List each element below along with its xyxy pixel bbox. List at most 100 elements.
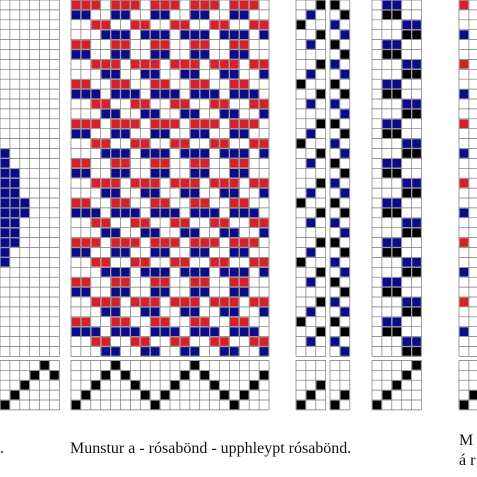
threading-grid-left [0, 360, 60, 411]
pattern-cell-black [340, 10, 350, 20]
pattern-cell-blue [160, 50, 170, 59]
pattern-cell-black [296, 198, 306, 208]
pattern-cell-blue [150, 149, 160, 158]
pattern-cell-blue [330, 258, 340, 267]
pattern-cell-blue [190, 149, 200, 158]
pattern-cell-blue [220, 347, 229, 356]
pattern-cell-red [220, 337, 229, 346]
pattern-cell-blue [160, 168, 170, 178]
threading-cell-black [140, 390, 150, 400]
pattern-cell-red [71, 119, 81, 129]
pattern-cell-blue [220, 30, 229, 39]
pattern-cell-blue [382, 198, 392, 208]
pattern-cell-black [330, 79, 340, 89]
pattern-cell-red [259, 258, 269, 267]
pattern-cell-blue [150, 50, 160, 59]
threading-cell-black [190, 361, 200, 370]
pattern-cell-blue [459, 327, 469, 336]
pattern-cell-black [316, 0, 326, 10]
threading-cell-black [372, 400, 382, 410]
pattern-cell-red [81, 0, 91, 10]
pattern-cell-red [71, 238, 81, 247]
pattern-cell-black [316, 297, 326, 307]
pattern-cell-black [412, 267, 421, 277]
pattern-cell-blue [180, 188, 190, 198]
pattern-cell-blue [259, 228, 269, 237]
pattern-cell-blue [160, 208, 170, 218]
threading-cell-black [259, 370, 269, 380]
pattern-cell-blue [259, 149, 269, 158]
pattern-cell-red [220, 99, 229, 109]
pattern-cell-blue [10, 238, 20, 247]
pattern-cell-red [210, 337, 219, 346]
pattern-cell-blue [230, 228, 239, 237]
pattern-cell-red [101, 178, 110, 188]
pattern-cell-blue [392, 317, 402, 327]
pattern-cell-red [259, 218, 269, 228]
pattern-cell-blue [330, 20, 340, 30]
pattern-cell-black [412, 149, 421, 158]
pattern-cell-blue [0, 198, 10, 208]
pattern-cell-red [140, 60, 150, 69]
pattern-cell-red [81, 40, 91, 49]
threading-cell-black [230, 400, 239, 410]
pattern-cell-blue [150, 30, 160, 39]
pattern-cell-red [91, 119, 101, 129]
threading-cell-black [150, 400, 160, 410]
pattern-cell-blue [230, 30, 239, 39]
pattern-cell-red [150, 317, 160, 327]
pattern-cell-red [259, 60, 269, 69]
pattern-cell-red [210, 178, 219, 188]
pattern-cell-red [111, 159, 120, 168]
pattern-cell-red [249, 218, 259, 228]
pattern-cell-blue [200, 327, 209, 336]
pattern-cell-red [91, 218, 101, 228]
pattern-cell-blue [459, 89, 469, 99]
pattern-cell-blue [91, 327, 101, 336]
pattern-cell-blue [160, 267, 170, 277]
pattern-cell-red [459, 119, 469, 129]
pattern-cell-red [220, 20, 229, 30]
pattern-cell-blue [306, 99, 316, 109]
pattern-cell-blue [200, 89, 209, 99]
pattern-cell-blue [259, 109, 269, 119]
pattern-cell-red [200, 317, 209, 327]
pattern-cell-blue [140, 228, 150, 237]
pattern-cell-blue [190, 347, 200, 356]
pattern-cell-blue [239, 208, 249, 218]
pattern-cell-blue [412, 178, 421, 188]
pattern-cell-red [150, 79, 160, 89]
pattern-cell-blue [382, 40, 392, 49]
pattern-cell-blue [249, 208, 259, 218]
pattern-cell-blue [340, 228, 350, 237]
pattern-cell-red [239, 198, 249, 208]
pattern-cell-blue [81, 327, 91, 336]
pattern-cell-blue [340, 109, 350, 119]
pattern-cell-blue [190, 307, 200, 317]
pattern-cell-blue [0, 228, 10, 237]
pattern-cell-blue [71, 129, 81, 138]
pattern-cell-red [220, 60, 229, 69]
pattern-cell-red [210, 99, 219, 109]
pattern-cell-black [412, 69, 421, 79]
pattern-cell-red [170, 238, 180, 247]
pattern-cell-blue [150, 267, 160, 277]
pattern-cell-blue [180, 149, 190, 158]
caption-main: Munstur a - rósabönd - upphleypt rósabön… [70, 440, 352, 457]
pattern-cell-black [316, 238, 326, 247]
pattern-cell-red [190, 198, 200, 208]
pattern-cell-black [382, 168, 392, 178]
pattern-cell-blue [81, 287, 91, 297]
pattern-cell-red [150, 119, 160, 129]
pattern-cell-blue [140, 69, 150, 79]
pattern-cell-red [160, 159, 170, 168]
pattern-cell-blue [101, 347, 110, 356]
pattern-cell-red [210, 238, 219, 247]
pattern-cell-blue [220, 109, 229, 119]
pattern-cell-red [131, 238, 140, 247]
pattern-cell-red [170, 218, 180, 228]
grid-colC [371, 0, 422, 357]
pattern-cell-blue [111, 149, 120, 158]
pattern-cell-blue [101, 69, 110, 79]
